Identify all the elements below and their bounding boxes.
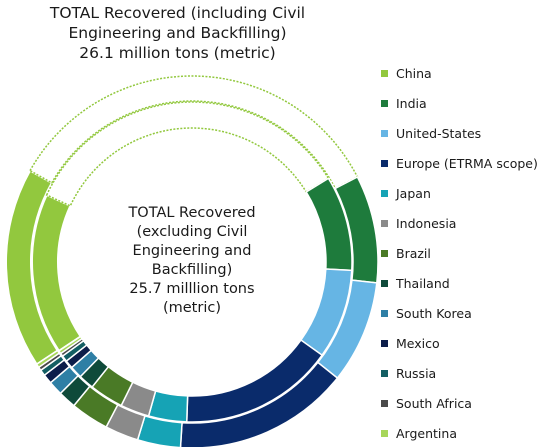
- legend-item-brazil: Brazil: [381, 238, 538, 268]
- legend-label: South Africa: [396, 395, 472, 411]
- legend-swatch: [381, 189, 388, 197]
- legend-swatch: [381, 69, 388, 77]
- legend-swatch: [381, 159, 388, 167]
- legend-label: India: [396, 95, 427, 111]
- legend-label: Japan: [396, 185, 431, 201]
- legend-swatch: [381, 429, 388, 437]
- inner-title-line: 25.7 milllion tons: [129, 281, 255, 297]
- legend-swatch: [381, 249, 388, 257]
- legend-label: Russia: [396, 365, 437, 381]
- outer-title-line: Engineering and Backfilling): [68, 24, 287, 42]
- inner-ring-slice-argentina: [57, 335, 84, 355]
- legend-item-thailand: Thailand: [381, 268, 538, 298]
- legend-label: United-States: [396, 125, 482, 141]
- legend-label: China: [396, 65, 432, 81]
- legend-label: South Korea: [396, 305, 472, 321]
- legend-swatch: [381, 369, 388, 377]
- inner-title-line: (metric): [162, 300, 221, 316]
- legend-swatch: [381, 99, 388, 107]
- outer-title-line: TOTAL Recovered (including Civil: [49, 4, 306, 22]
- legend-swatch: [381, 279, 388, 287]
- outer-ring-title: TOTAL Recovered (including Civil Enginee…: [10, 3, 345, 63]
- legend-swatch: [381, 219, 388, 227]
- legend-item-russia: Russia: [381, 358, 538, 388]
- legend-item-india: India: [381, 88, 538, 118]
- legend-item-indonesia: Indonesia: [381, 208, 538, 238]
- outer-ring: [5, 75, 379, 447]
- legend-swatch: [381, 129, 388, 137]
- inner-title-line: Backfilling): [151, 262, 233, 278]
- legend-item-europe: Europe (ETRMA scope): [381, 148, 538, 178]
- legend-item-south-korea: South Korea: [381, 298, 538, 328]
- legend-swatch: [381, 309, 388, 317]
- legend-swatch: [381, 339, 388, 347]
- legend-label: Argentina: [396, 425, 457, 441]
- legend-swatch: [381, 399, 388, 407]
- outer-title-line: 26.1 million tons (metric): [79, 44, 276, 62]
- legend-item-mexico: Mexico: [381, 328, 538, 358]
- inner-ring-title: TOTAL Recovered (excluding Civil Enginee…: [110, 204, 274, 318]
- legend-item-united-states: United-States: [381, 118, 538, 148]
- inner-ring: [31, 101, 353, 423]
- legend-label: Indonesia: [396, 215, 457, 231]
- inner-ring-slice-china-unfilled: [45, 101, 330, 207]
- legend: China India United-States Europe (ETRMA …: [381, 58, 538, 447]
- inner-title-line: (excluding Civil: [136, 224, 248, 240]
- legend-item-japan: Japan: [381, 178, 538, 208]
- legend-label: Brazil: [396, 245, 431, 261]
- legend-item-argentina: Argentina: [381, 418, 538, 447]
- inner-title-line: TOTAL Recovered: [128, 205, 256, 221]
- legend-label: Thailand: [396, 275, 450, 291]
- legend-item-china: China: [381, 58, 538, 88]
- legend-label: Europe (ETRMA scope): [396, 155, 538, 171]
- inner-title-line: Engineering and: [132, 243, 252, 259]
- legend-item-south-africa: South Africa: [381, 388, 538, 418]
- legend-label: Mexico: [396, 335, 440, 351]
